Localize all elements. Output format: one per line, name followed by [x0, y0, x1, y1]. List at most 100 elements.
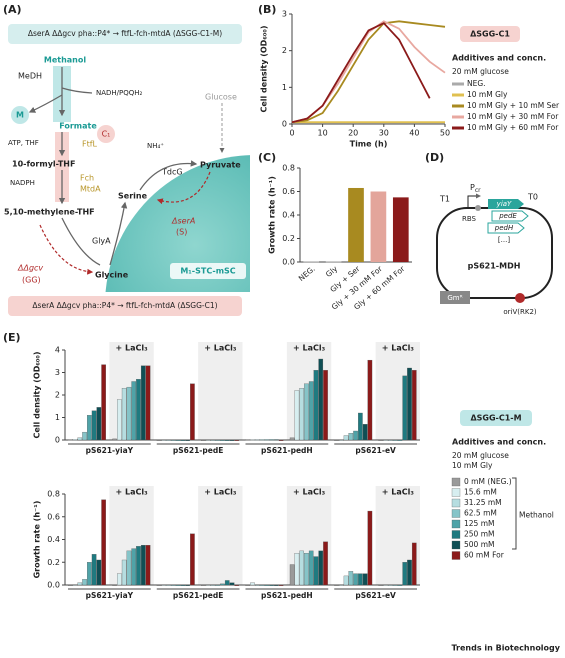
- legend-note: 10 mM Gly: [452, 461, 493, 470]
- bar: [392, 197, 409, 262]
- diagram-a: ΔserA ΔΔgcv pha::P4* → ftfL-fch-mtdA (ΔS…: [4, 24, 250, 316]
- bar: [397, 584, 403, 586]
- bar: [185, 584, 190, 586]
- bar: [72, 584, 78, 586]
- bar: [264, 584, 270, 586]
- bar: [171, 584, 176, 586]
- bar: [224, 580, 230, 586]
- bar: [121, 388, 127, 441]
- bar: [136, 546, 141, 586]
- footer: Trends in Biotechnology: [451, 644, 560, 653]
- bar: [145, 545, 151, 586]
- cell-label: M₁-STC-mSC: [180, 267, 235, 276]
- cofactor: ATP, THF: [8, 139, 39, 147]
- bar: [77, 437, 83, 441]
- diagram-d: T1 Pcr T0 RBS yiaY pedE pedH [...] pS621…: [436, 183, 553, 316]
- x-tick-label: NEG.: [297, 264, 317, 283]
- enzyme: MeDH: [18, 72, 42, 81]
- gene-label: pedH: [494, 224, 514, 232]
- y-tick-label: 0.4: [47, 535, 60, 544]
- deletion: ΔΔgcv: [17, 264, 43, 273]
- bar: [131, 548, 137, 586]
- panel-label: (B): [258, 3, 276, 16]
- cofactor: NH₄⁺: [147, 142, 164, 150]
- enzyme: FtfL: [82, 140, 98, 149]
- legend-note: 20 mM glucose: [452, 451, 509, 460]
- bar: [245, 584, 251, 586]
- shade-label: + LaCl₃: [204, 488, 237, 497]
- bar: [378, 584, 384, 586]
- legend-badge-label: ΔSGG-C1: [470, 30, 510, 39]
- bar: [126, 386, 132, 441]
- legend-swatch: [451, 498, 461, 508]
- bar: [67, 439, 73, 441]
- bar: [112, 584, 117, 586]
- bar: [269, 439, 274, 441]
- bar: [126, 550, 132, 586]
- legend-label: 500 mM: [464, 540, 494, 549]
- bar: [140, 545, 146, 586]
- bar: [411, 542, 417, 586]
- x-tick-label: 0: [289, 129, 294, 138]
- y-tick-label: 0.8: [47, 490, 60, 499]
- bar: [348, 433, 354, 441]
- shade-label: + LaCl₃: [116, 488, 149, 497]
- bar: [229, 439, 235, 441]
- bar: [180, 584, 186, 586]
- legend-label: 0 mM (NEG.): [464, 477, 512, 486]
- bar: [234, 439, 240, 441]
- bar: [254, 584, 260, 586]
- line: [291, 22, 431, 124]
- x-tick-label: pS621-eV: [355, 591, 396, 600]
- bar: [140, 365, 146, 441]
- deletion: (S): [176, 228, 187, 237]
- bar: [274, 439, 279, 441]
- legend-badge: [460, 26, 520, 42]
- panel-label: (A): [3, 3, 22, 16]
- y-tick-label: 0.2: [47, 558, 60, 567]
- gene-label: [...]: [498, 236, 510, 244]
- legend-label: 62.5 mM: [464, 509, 497, 518]
- bar: [77, 582, 83, 586]
- legend-label: 31.25 mM: [464, 498, 502, 507]
- legend-swatch: [451, 519, 461, 529]
- x-tick-label: 10: [318, 129, 328, 138]
- y-tick-label: 0.0: [282, 258, 295, 267]
- bar: [367, 510, 373, 586]
- bar: [82, 579, 87, 586]
- shade-label: + LaCl₃: [293, 488, 326, 497]
- y-tick-label: 3: [55, 368, 60, 377]
- bar: [343, 435, 349, 441]
- bar: [117, 573, 122, 586]
- x-tick-label: pS621-pedH: [261, 446, 313, 455]
- bar: [334, 439, 339, 441]
- y-tick-label: 0.0: [47, 581, 60, 590]
- module-circle: [11, 106, 29, 124]
- bar: [353, 573, 358, 586]
- y-axis-label: Growth rate (h⁻¹): [33, 501, 42, 579]
- shade-label: + LaCl₃: [382, 344, 415, 353]
- bar: [145, 365, 151, 441]
- bar: [318, 550, 324, 586]
- legend-swatch: [451, 540, 461, 550]
- bar: [210, 439, 216, 441]
- bar: [259, 584, 265, 586]
- bar: [269, 584, 274, 586]
- y-tick-label: 0.4: [282, 211, 295, 220]
- bar: [318, 358, 324, 441]
- legend-bracket: [512, 477, 517, 550]
- rbs-label: RBS: [462, 215, 477, 223]
- enzyme: Fch: [80, 174, 94, 183]
- bar: [91, 554, 97, 586]
- bar: [220, 439, 225, 441]
- cofactor: NADPH: [10, 179, 35, 187]
- bar: [67, 584, 73, 586]
- deletion: ΔserA: [171, 217, 195, 226]
- bar: [171, 439, 176, 441]
- x-tick-label: pS621-yiaY: [86, 591, 134, 600]
- y-tick-label: 0.2: [282, 234, 295, 243]
- promoter: cr: [475, 187, 481, 194]
- bar: [250, 582, 255, 586]
- bar: [264, 439, 270, 441]
